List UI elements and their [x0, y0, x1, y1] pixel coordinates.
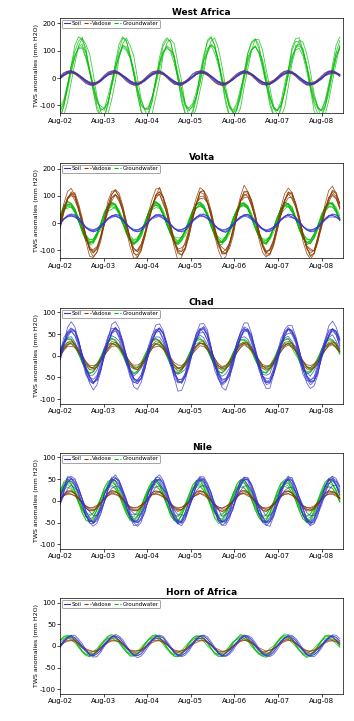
Title: Volta: Volta [189, 154, 215, 162]
Title: Nile: Nile [192, 443, 212, 452]
Legend: Soil, Vadose, Groundwater: Soil, Vadose, Groundwater [62, 310, 160, 318]
Y-axis label: TWS anomalies (mm H2O): TWS anomalies (mm H2O) [34, 604, 39, 687]
Title: Horn of Africa: Horn of Africa [166, 588, 238, 598]
Y-axis label: TWS anomalies (mm H2O): TWS anomalies (mm H2O) [34, 169, 39, 252]
Title: Chad: Chad [189, 298, 215, 307]
Y-axis label: TWS anomalies (mm H2O): TWS anomalies (mm H2O) [34, 25, 39, 107]
Y-axis label: TWS anomalies (mm H2O): TWS anomalies (mm H2O) [34, 314, 39, 397]
Legend: Soil, Vadose, Groundwater: Soil, Vadose, Groundwater [62, 19, 160, 28]
Legend: Soil, Vadose, Groundwater: Soil, Vadose, Groundwater [62, 164, 160, 173]
Legend: Soil, Vadose, Groundwater: Soil, Vadose, Groundwater [62, 455, 160, 463]
Title: West Africa: West Africa [172, 8, 231, 17]
Legend: Soil, Vadose, Groundwater: Soil, Vadose, Groundwater [62, 600, 160, 609]
Y-axis label: TWS anomalies (mm H2O): TWS anomalies (mm H2O) [34, 459, 39, 542]
